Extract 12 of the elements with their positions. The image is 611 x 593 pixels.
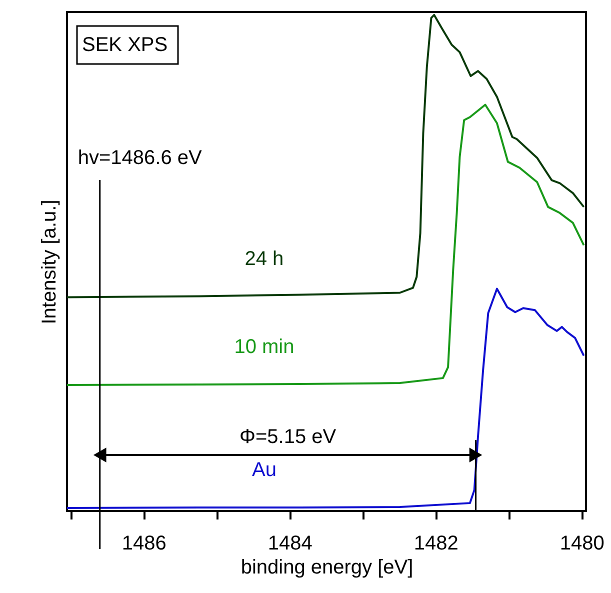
ref-line-label: hv=1486.6 eV <box>78 147 202 169</box>
annotation: Φ=5.15 eV <box>240 426 337 448</box>
annotation: SEK XPS <box>82 34 168 56</box>
series-label: Au <box>252 459 276 482</box>
y-axis-title: Intensity [a.u.] <box>38 200 60 324</box>
series-label: 24 h <box>244 248 284 270</box>
x-tick-label: 1486 <box>122 532 166 554</box>
x-tick-label: 1482 <box>414 532 458 554</box>
series-label: 10 min <box>234 336 294 358</box>
x-tick-label: 1480 <box>560 532 604 554</box>
x-tick-label: 1484 <box>268 532 312 554</box>
x-axis-title: binding energy [eV] <box>240 556 414 578</box>
